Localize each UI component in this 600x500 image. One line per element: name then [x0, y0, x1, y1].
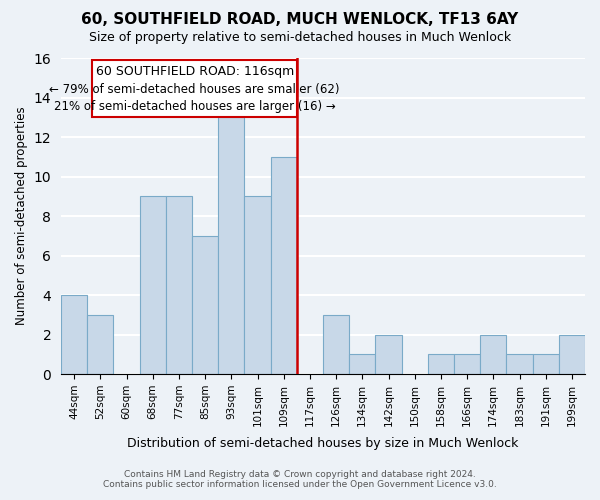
Bar [533, 354, 559, 374]
Text: ← 79% of semi-detached houses are smaller (62): ← 79% of semi-detached houses are smalle… [49, 82, 340, 96]
Bar [323, 315, 349, 374]
Bar [349, 354, 376, 374]
FancyBboxPatch shape [92, 60, 297, 118]
Bar [376, 334, 401, 374]
Bar [454, 354, 480, 374]
X-axis label: Distribution of semi-detached houses by size in Much Wenlock: Distribution of semi-detached houses by … [127, 437, 519, 450]
Bar [87, 315, 113, 374]
Bar [166, 196, 192, 374]
Bar [559, 334, 585, 374]
Bar [428, 354, 454, 374]
Bar [218, 118, 244, 374]
Bar [506, 354, 533, 374]
Bar [244, 196, 271, 374]
Text: 60 SOUTHFIELD ROAD: 116sqm: 60 SOUTHFIELD ROAD: 116sqm [95, 65, 294, 78]
Text: 60, SOUTHFIELD ROAD, MUCH WENLOCK, TF13 6AY: 60, SOUTHFIELD ROAD, MUCH WENLOCK, TF13 … [82, 12, 518, 28]
Bar [61, 295, 87, 374]
Bar [271, 157, 297, 374]
Bar [192, 236, 218, 374]
Text: Contains HM Land Registry data © Crown copyright and database right 2024.
Contai: Contains HM Land Registry data © Crown c… [103, 470, 497, 489]
Text: 21% of semi-detached houses are larger (16) →: 21% of semi-detached houses are larger (… [54, 100, 335, 114]
Bar [140, 196, 166, 374]
Text: Size of property relative to semi-detached houses in Much Wenlock: Size of property relative to semi-detach… [89, 31, 511, 44]
Y-axis label: Number of semi-detached properties: Number of semi-detached properties [15, 106, 28, 326]
Bar [480, 334, 506, 374]
